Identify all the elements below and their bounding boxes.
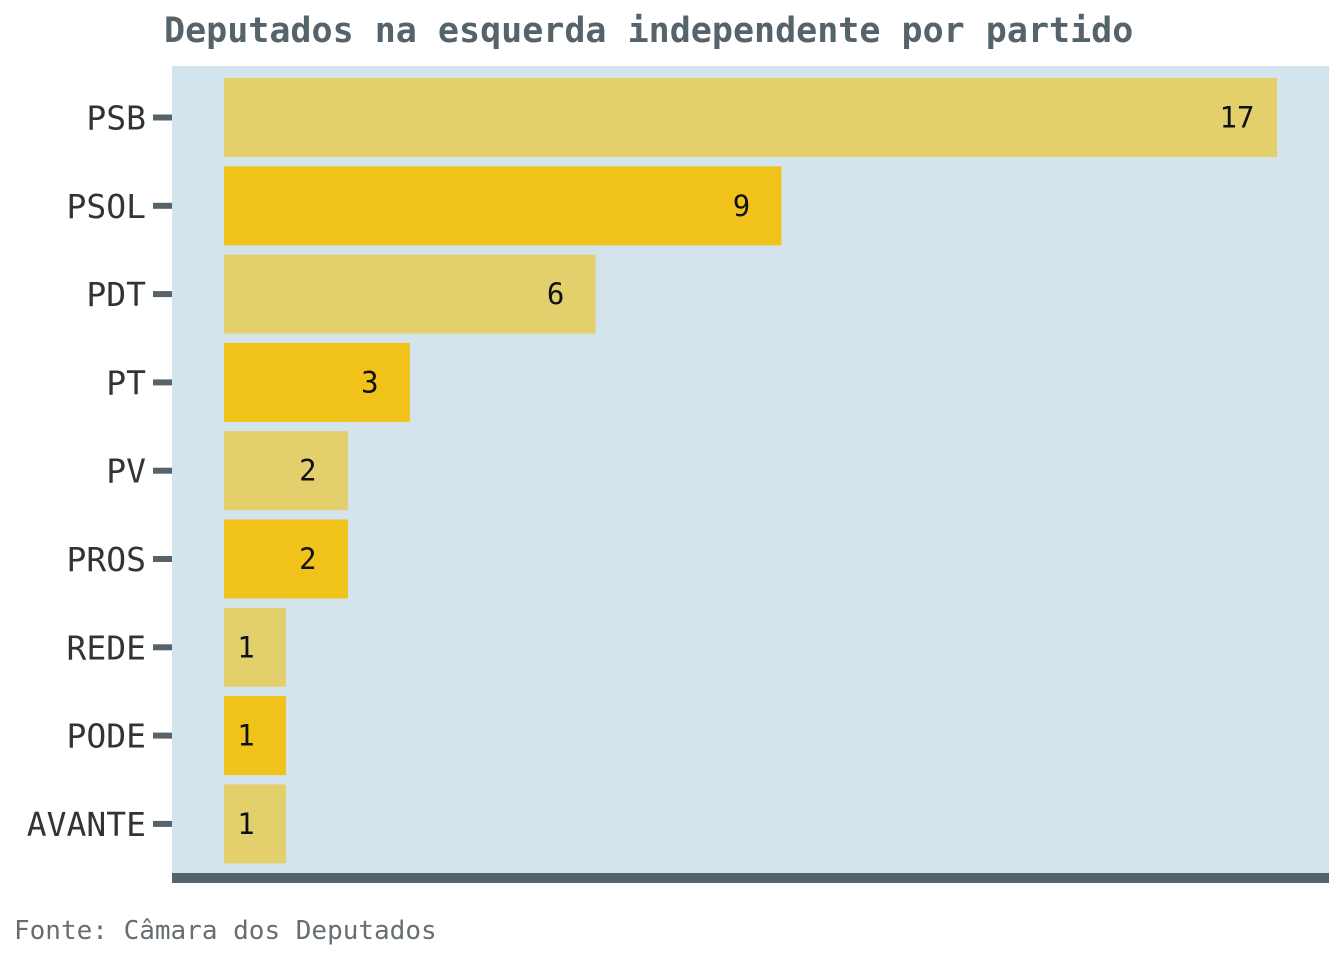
tick-label-pt: PT — [106, 363, 146, 402]
bars-layer: 17 9 6 3 2 2 1 1 1 — [224, 78, 1277, 864]
data-label-pt: 3 — [361, 365, 378, 399]
bar-pt — [224, 342, 410, 422]
tick-label-rede: REDE — [67, 628, 146, 667]
data-label-psb: 17 — [1220, 101, 1255, 135]
tick-mark-pv — [153, 467, 172, 474]
tick-mark-psb — [153, 114, 172, 121]
bar-pode — [224, 696, 286, 776]
tick-mark-pode — [153, 732, 172, 739]
data-label-pv: 2 — [299, 454, 316, 488]
source-note: Fonte: Câmara dos Deputados — [14, 916, 437, 946]
x-axis-line — [172, 873, 1329, 883]
chart-title: Deputados na esquerda independente por p… — [164, 11, 1133, 51]
data-label-pdt: 6 — [547, 277, 564, 311]
bar-avante — [224, 784, 286, 864]
bar-pros — [224, 519, 348, 599]
tick-label-avante: AVANTE — [27, 805, 146, 844]
tick-mark-pt — [153, 379, 172, 386]
data-label-pros: 2 — [299, 542, 316, 576]
y-axis-ticks: PSB PSOL PDT PT PV PROS REDE PODE AVANTE — [27, 99, 172, 844]
tick-mark-pdt — [153, 291, 172, 298]
data-label-pode: 1 — [237, 719, 254, 753]
tick-mark-rede — [153, 644, 172, 651]
tick-mark-psol — [153, 202, 172, 209]
bar-pdt — [224, 254, 596, 334]
tick-label-psb: PSB — [86, 99, 146, 138]
data-label-rede: 1 — [237, 630, 254, 664]
tick-label-pv: PV — [106, 452, 146, 491]
data-label-avante: 1 — [237, 807, 254, 841]
tick-label-pdt: PDT — [86, 275, 146, 314]
bar-psol — [224, 166, 782, 246]
tick-label-psol: PSOL — [67, 187, 146, 226]
bar-pv — [224, 431, 348, 511]
data-label-psol: 9 — [733, 189, 750, 223]
bar-psb — [224, 78, 1277, 157]
tick-mark-pros — [153, 556, 172, 562]
tick-label-pros: PROS — [67, 540, 146, 579]
tick-label-pode: PODE — [67, 717, 146, 756]
bar-rede — [224, 607, 286, 687]
tick-mark-avante — [153, 820, 172, 827]
